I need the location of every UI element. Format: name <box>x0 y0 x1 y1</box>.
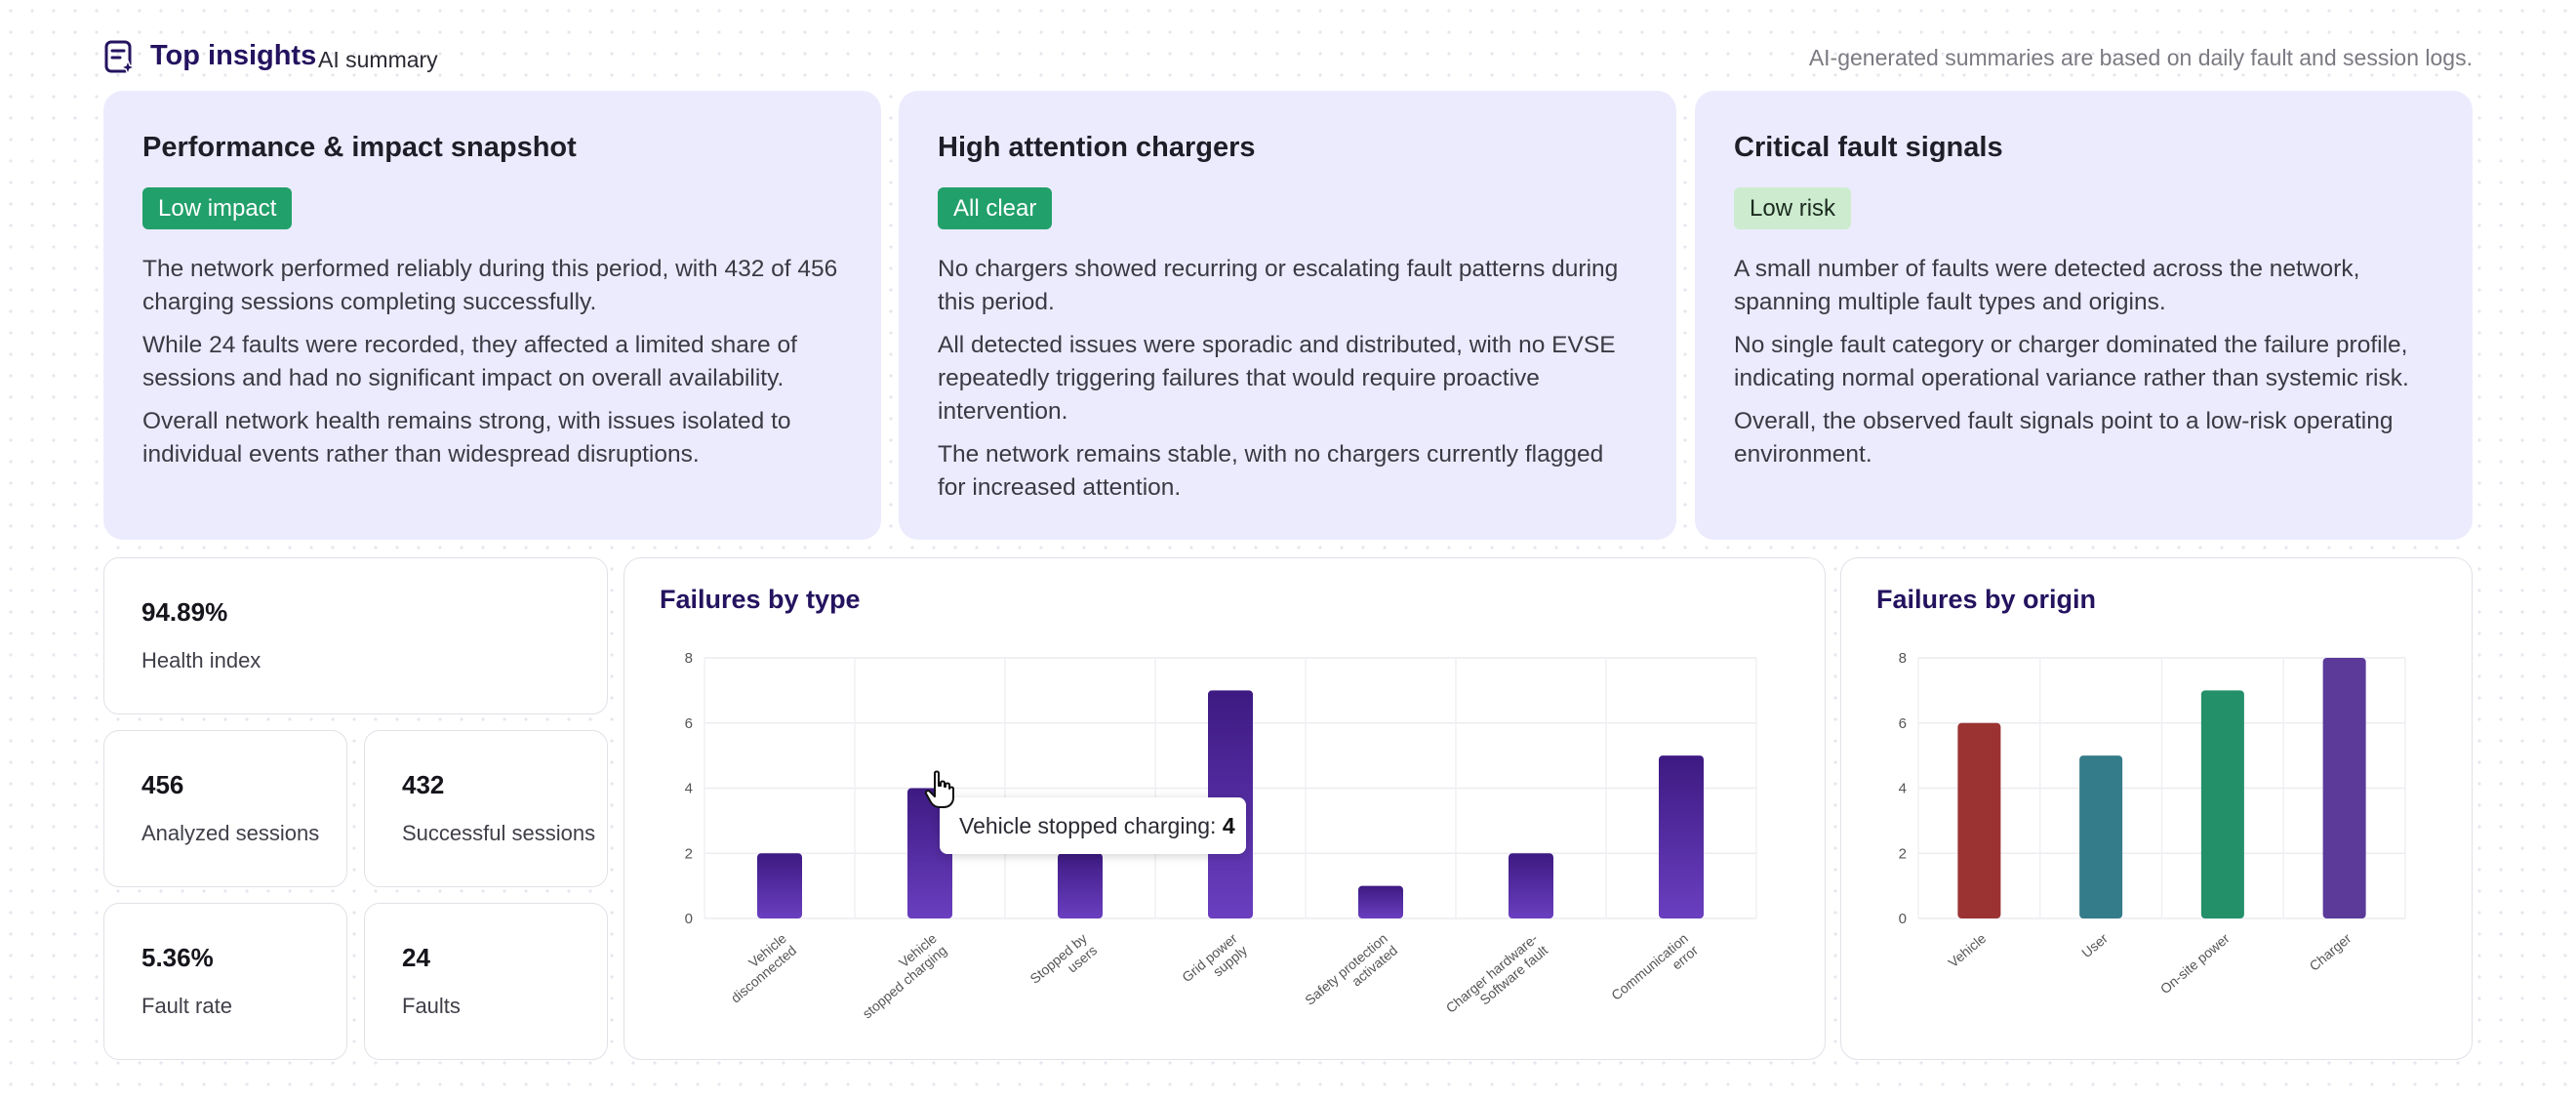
chart-title: Failures by origin <box>1876 585 2097 614</box>
y-tick-label: 6 <box>1899 715 1907 732</box>
bar-user[interactable] <box>2079 755 2123 918</box>
chart-title: Failures by type <box>660 585 861 614</box>
bar-safety-protection-activated[interactable] <box>1358 885 1403 918</box>
tooltip-value: 4 <box>1222 813 1235 838</box>
insight-card-faults: Critical fault signals Low risk A small … <box>1695 91 2473 540</box>
insight-paragraph: The network remains stable, with no char… <box>938 441 1604 501</box>
stat-label: Health index <box>141 648 262 672</box>
insight-paragraph: While 24 faults were recorded, they affe… <box>142 332 797 391</box>
page-subtitle: AI summary <box>318 47 438 72</box>
insight-paragraph: A small number of faults were detected a… <box>1734 256 2360 315</box>
insight-title: High attention chargers <box>938 132 1256 163</box>
bar-vehicle-disconnected[interactable] <box>757 853 802 918</box>
chart-tooltip: Vehicle stopped charging: 4 <box>940 797 1246 854</box>
failures-by-origin-plot: 0 2 4 6 8 Vehicle User On-site power Charger <box>1899 650 2406 997</box>
bar-charger-hardware-software-fault[interactable] <box>1509 853 1553 918</box>
insight-paragraph: Overall, the observed fault signals poin… <box>1734 408 2394 468</box>
sparkle-document-icon <box>104 40 137 76</box>
x-tick-label: Stopped byusers <box>1026 930 1100 998</box>
x-tick-label: On-site power <box>2157 930 2233 997</box>
bar-vehicle[interactable] <box>1957 722 2001 918</box>
insight-title: Critical fault signals <box>1734 132 2003 163</box>
stat-label: Analyzed sessions <box>141 821 320 845</box>
insight-title: Performance & impact snapshot <box>142 132 577 163</box>
x-tick-label: Communicationerror <box>1608 930 1701 1015</box>
insight-paragraph: Overall network health remains strong, w… <box>142 408 791 468</box>
bar-stopped-by-users[interactable] <box>1058 853 1103 918</box>
y-tick-label: 4 <box>685 781 693 797</box>
page-title: Top insights <box>150 40 317 71</box>
bar-on-site-power[interactable] <box>2200 690 2244 918</box>
status-badge: Low risk <box>1734 187 1852 229</box>
stat-value: 432 <box>402 770 445 799</box>
x-tick-label: Vehicledisconnected <box>717 930 799 1006</box>
x-tick-label: Safety protectionactivated <box>1302 930 1400 1020</box>
stat-value: 94.89% <box>141 597 228 627</box>
y-tick-label: 8 <box>685 650 693 667</box>
stat-value: 24 <box>402 943 430 972</box>
y-tick-label: 4 <box>1899 781 1907 797</box>
chart-failures-by-origin: Failures by origin 0 2 4 6 8 Vehicle User On-si… <box>1840 557 2473 1060</box>
y-tick-label: 0 <box>1899 911 1907 927</box>
stat-label: Fault rate <box>141 994 232 1018</box>
stat-label: Successful sessions <box>402 821 596 845</box>
insight-paragraph: All detected issues were sporadic and di… <box>938 332 1616 425</box>
x-tick-label: Vehiclestopped charging <box>849 930 949 1022</box>
stat-value: 5.36% <box>141 943 214 972</box>
y-tick-label: 0 <box>685 911 693 927</box>
insight-paragraph: The network performed reliably during th… <box>142 256 838 315</box>
insight-paragraph: No chargers showed recurring or escalati… <box>938 256 1619 315</box>
hand-pointer-icon <box>924 770 954 808</box>
insights-header: Top insights AI summary AI-generated sum… <box>103 37 2473 78</box>
x-tick-label: Charger hardware-Software fault <box>1443 930 1551 1028</box>
x-tick-label: Charger <box>2307 930 2355 974</box>
tooltip-label: Vehicle stopped charging: <box>959 813 1217 838</box>
y-tick-label: 8 <box>1899 650 1907 667</box>
stat-successful-sessions: 432 Successful sessions <box>364 730 608 887</box>
stat-fault-rate: 5.36% Fault rate <box>103 903 347 1060</box>
stat-faults: 24 Faults <box>364 903 608 1060</box>
y-tick-label: 6 <box>685 715 693 732</box>
status-badge: All clear <box>938 187 1053 229</box>
bar-communication-error[interactable] <box>1659 755 1704 918</box>
stat-analyzed-sessions: 456 Analyzed sessions <box>103 730 347 887</box>
insight-card-chargers: High attention chargers All clear No cha… <box>899 91 1676 540</box>
x-tick-label: Grid powersupply <box>1179 930 1250 998</box>
stat-label: Faults <box>402 994 461 1018</box>
insight-card-performance: Performance & impact snapshot Low impact… <box>103 91 881 540</box>
stat-value: 456 <box>141 770 184 799</box>
y-tick-label: 2 <box>685 845 693 862</box>
x-tick-label: Vehicle <box>1945 930 1989 970</box>
stat-health-index: 94.89% Health index <box>103 557 608 714</box>
x-tick-label: User <box>2078 930 2111 960</box>
status-badge: Low impact <box>142 187 293 229</box>
bar-charger[interactable] <box>2322 658 2366 918</box>
y-tick-label: 2 <box>1899 845 1907 862</box>
ai-disclaimer: AI-generated summaries are based on dail… <box>1808 45 2473 70</box>
insight-paragraph: No single fault category or charger domi… <box>1734 332 2409 391</box>
